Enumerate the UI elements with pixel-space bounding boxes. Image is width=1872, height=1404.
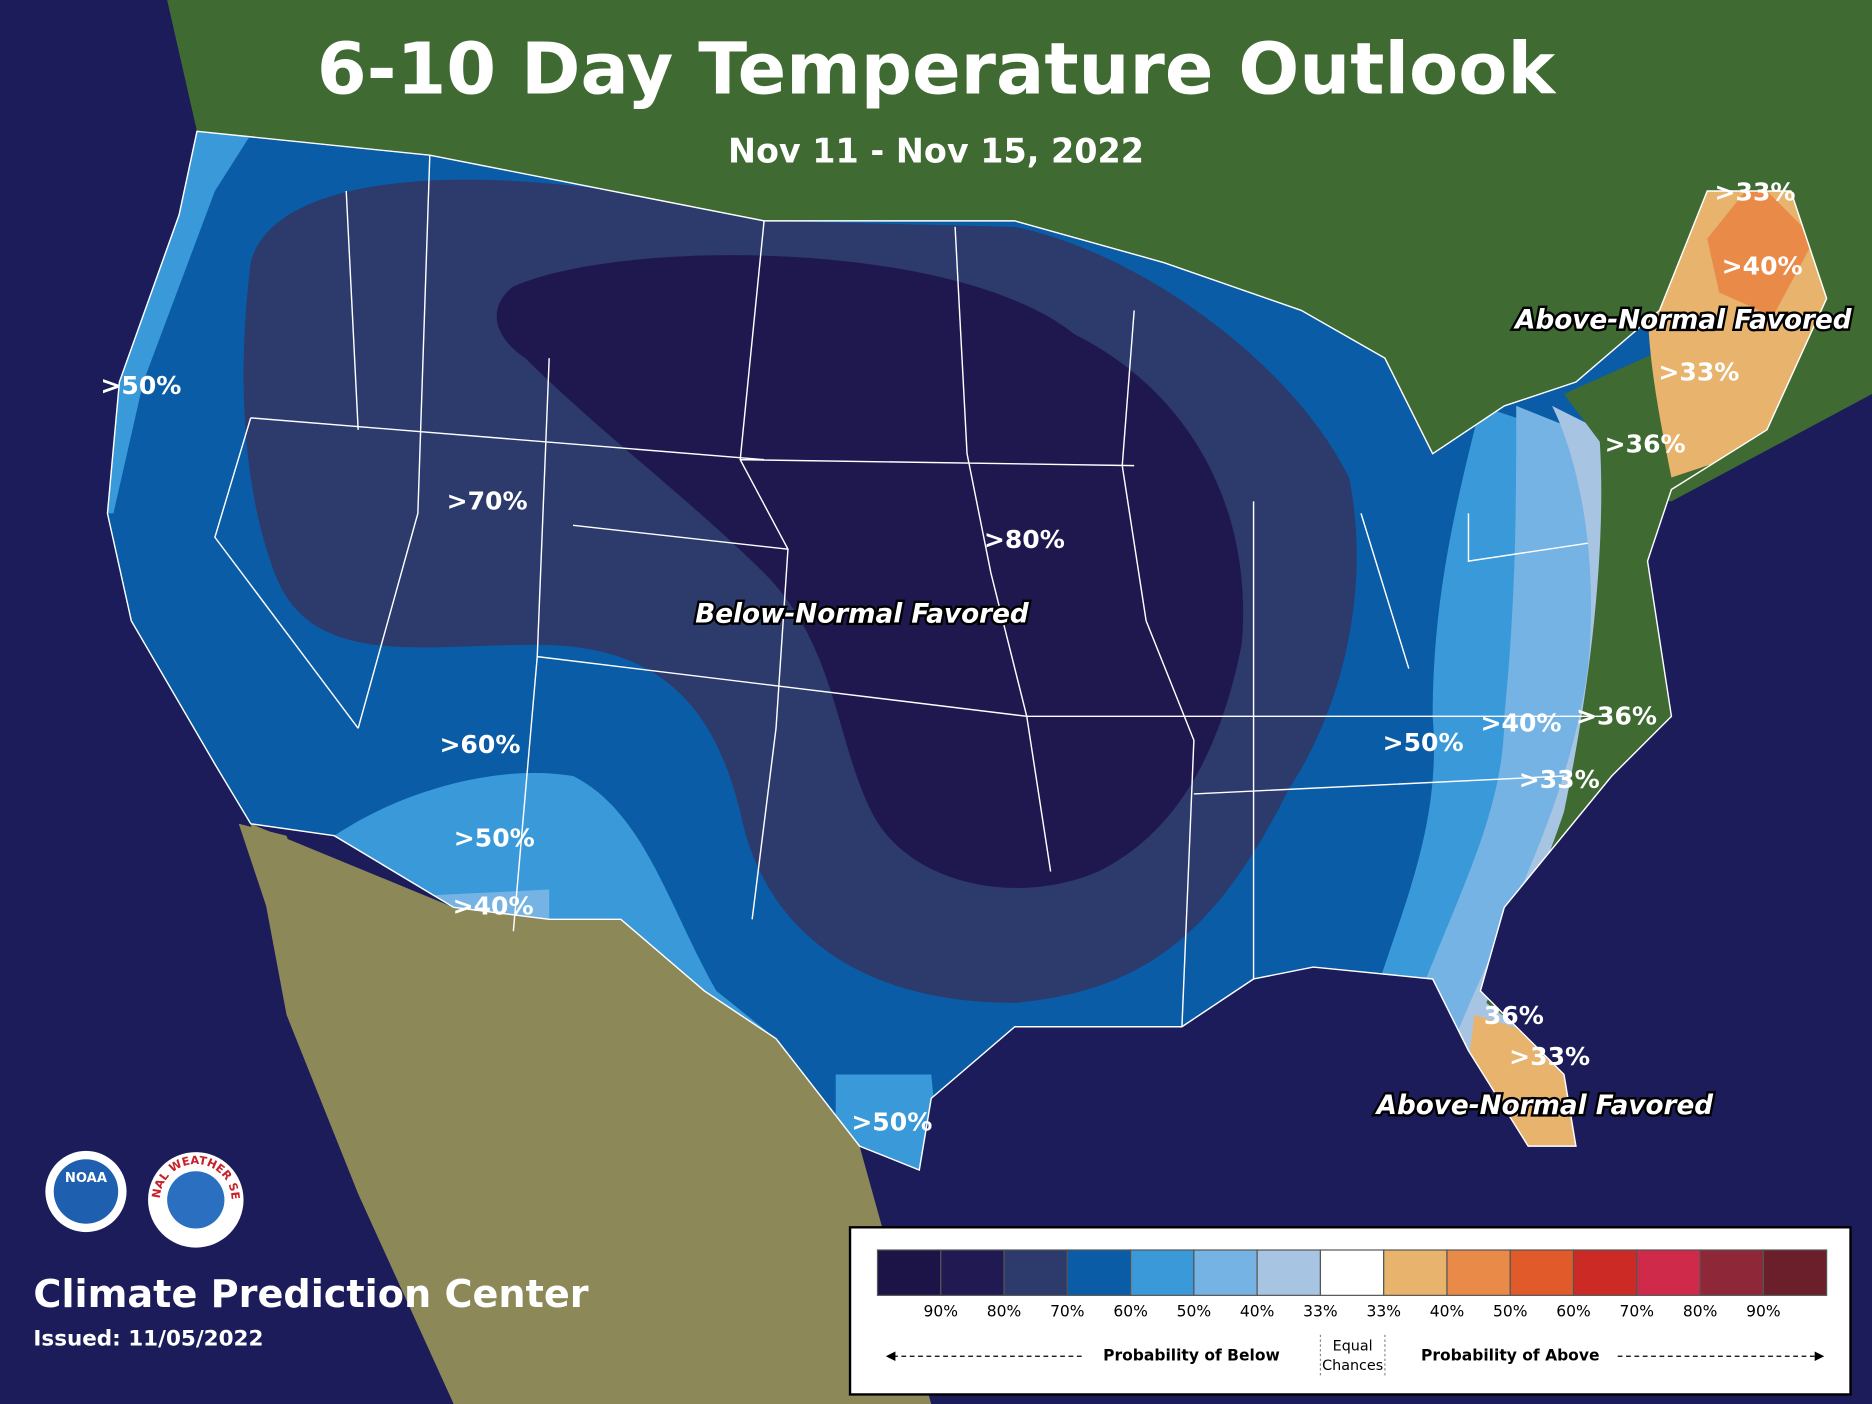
noaa-disc — [53, 1159, 119, 1224]
legend-swatch — [1319, 1249, 1385, 1296]
probability-label: >33% — [1658, 358, 1739, 387]
center-name: Climate Prediction Center — [33, 1273, 588, 1317]
probability-label: >50% — [100, 371, 181, 400]
probability-label: >70% — [447, 487, 528, 516]
canada — [131, 0, 1872, 502]
favored-label: Above-Normal Favored — [1375, 1091, 1715, 1121]
legend-equal: Equal — [1333, 1339, 1373, 1355]
legend-label: 70% — [1620, 1303, 1655, 1321]
issued-date: Issued: 11/05/2022 — [33, 1327, 263, 1352]
probability-label: >40% — [1722, 251, 1803, 280]
legend-swatch — [1572, 1249, 1638, 1296]
state-lines — [214, 155, 1612, 1027]
probability-label: >60% — [439, 730, 520, 759]
zone-above-33 — [1468, 1014, 1600, 1165]
legend-above: Probability of Above — [1421, 1347, 1599, 1365]
legend: 90% 80% 70% 60% 50% 40% 33% 33% 40% 50% 60% 70% 80% 9… — [848, 1226, 1852, 1396]
legend-label: 80% — [1683, 1303, 1718, 1321]
probability-label: >50% — [1383, 728, 1464, 757]
legend-swatch — [940, 1249, 1005, 1296]
probability-label: >50% — [454, 823, 535, 852]
legend-swatch — [1130, 1249, 1195, 1296]
arrowhead-right — [1814, 1351, 1825, 1362]
probability-label: >50% — [851, 1107, 932, 1136]
probability-label: >33% — [1715, 177, 1796, 206]
legend-swatch — [1636, 1249, 1701, 1296]
legend-swatch — [1446, 1249, 1511, 1296]
legend-swatch — [1256, 1249, 1322, 1296]
legend-label: 33% — [1303, 1303, 1338, 1321]
legend-label: 70% — [1050, 1303, 1085, 1321]
legend-label: 90% — [1746, 1303, 1781, 1321]
legend-swatch — [876, 1249, 942, 1296]
probability-label: >33% — [1519, 765, 1600, 794]
probability-label: 36% — [1484, 1001, 1544, 1030]
nws-disc — [167, 1171, 225, 1229]
legend-swatch — [1383, 1249, 1448, 1296]
legend-swatch — [1509, 1249, 1575, 1296]
favored-label: Above-Normal Favored — [1513, 306, 1853, 336]
probability-label: >36% — [1576, 702, 1657, 731]
legend-label: 50% — [1177, 1303, 1212, 1321]
legend-below: Probability of Below — [1103, 1347, 1280, 1365]
legend-equal: Chances — [1322, 1358, 1383, 1374]
legend-label: 90% — [924, 1303, 959, 1321]
title: 6-10 Day Temperature Outlook — [317, 28, 1557, 111]
arrowhead-left — [885, 1351, 896, 1362]
zone-above-40 — [1707, 179, 1815, 317]
probability-label: >80% — [984, 525, 1065, 554]
probability-label: >40% — [1481, 709, 1562, 738]
legend-swatch — [1699, 1249, 1764, 1296]
probability-label: >33% — [1509, 1042, 1590, 1071]
legend-swatch — [1066, 1249, 1132, 1296]
legend-label: 80% — [987, 1303, 1022, 1321]
probability-label: >40% — [453, 891, 534, 920]
baja — [238, 823, 406, 1206]
legend-label: 33% — [1366, 1303, 1401, 1321]
legend-label: 60% — [1556, 1303, 1591, 1321]
legend-label: 60% — [1113, 1303, 1148, 1321]
noaa-text: NOAA — [65, 1171, 108, 1186]
legend-label: 50% — [1493, 1303, 1528, 1321]
legend-label: 40% — [1430, 1303, 1465, 1321]
legend-label: 40% — [1240, 1303, 1275, 1321]
subtitle: Nov 11 - Nov 15, 2022 — [728, 131, 1144, 170]
zone-80 — [496, 255, 1244, 888]
legend-swatch — [1003, 1249, 1068, 1296]
probability-label: >36% — [1605, 429, 1686, 458]
legend-swatch — [1193, 1249, 1258, 1296]
favored-label: Below-Normal Favored — [695, 599, 1030, 629]
noaa-logo: NOAA — [45, 1150, 127, 1233]
legend-swatch — [1762, 1249, 1828, 1296]
mexico — [250, 823, 932, 1404]
